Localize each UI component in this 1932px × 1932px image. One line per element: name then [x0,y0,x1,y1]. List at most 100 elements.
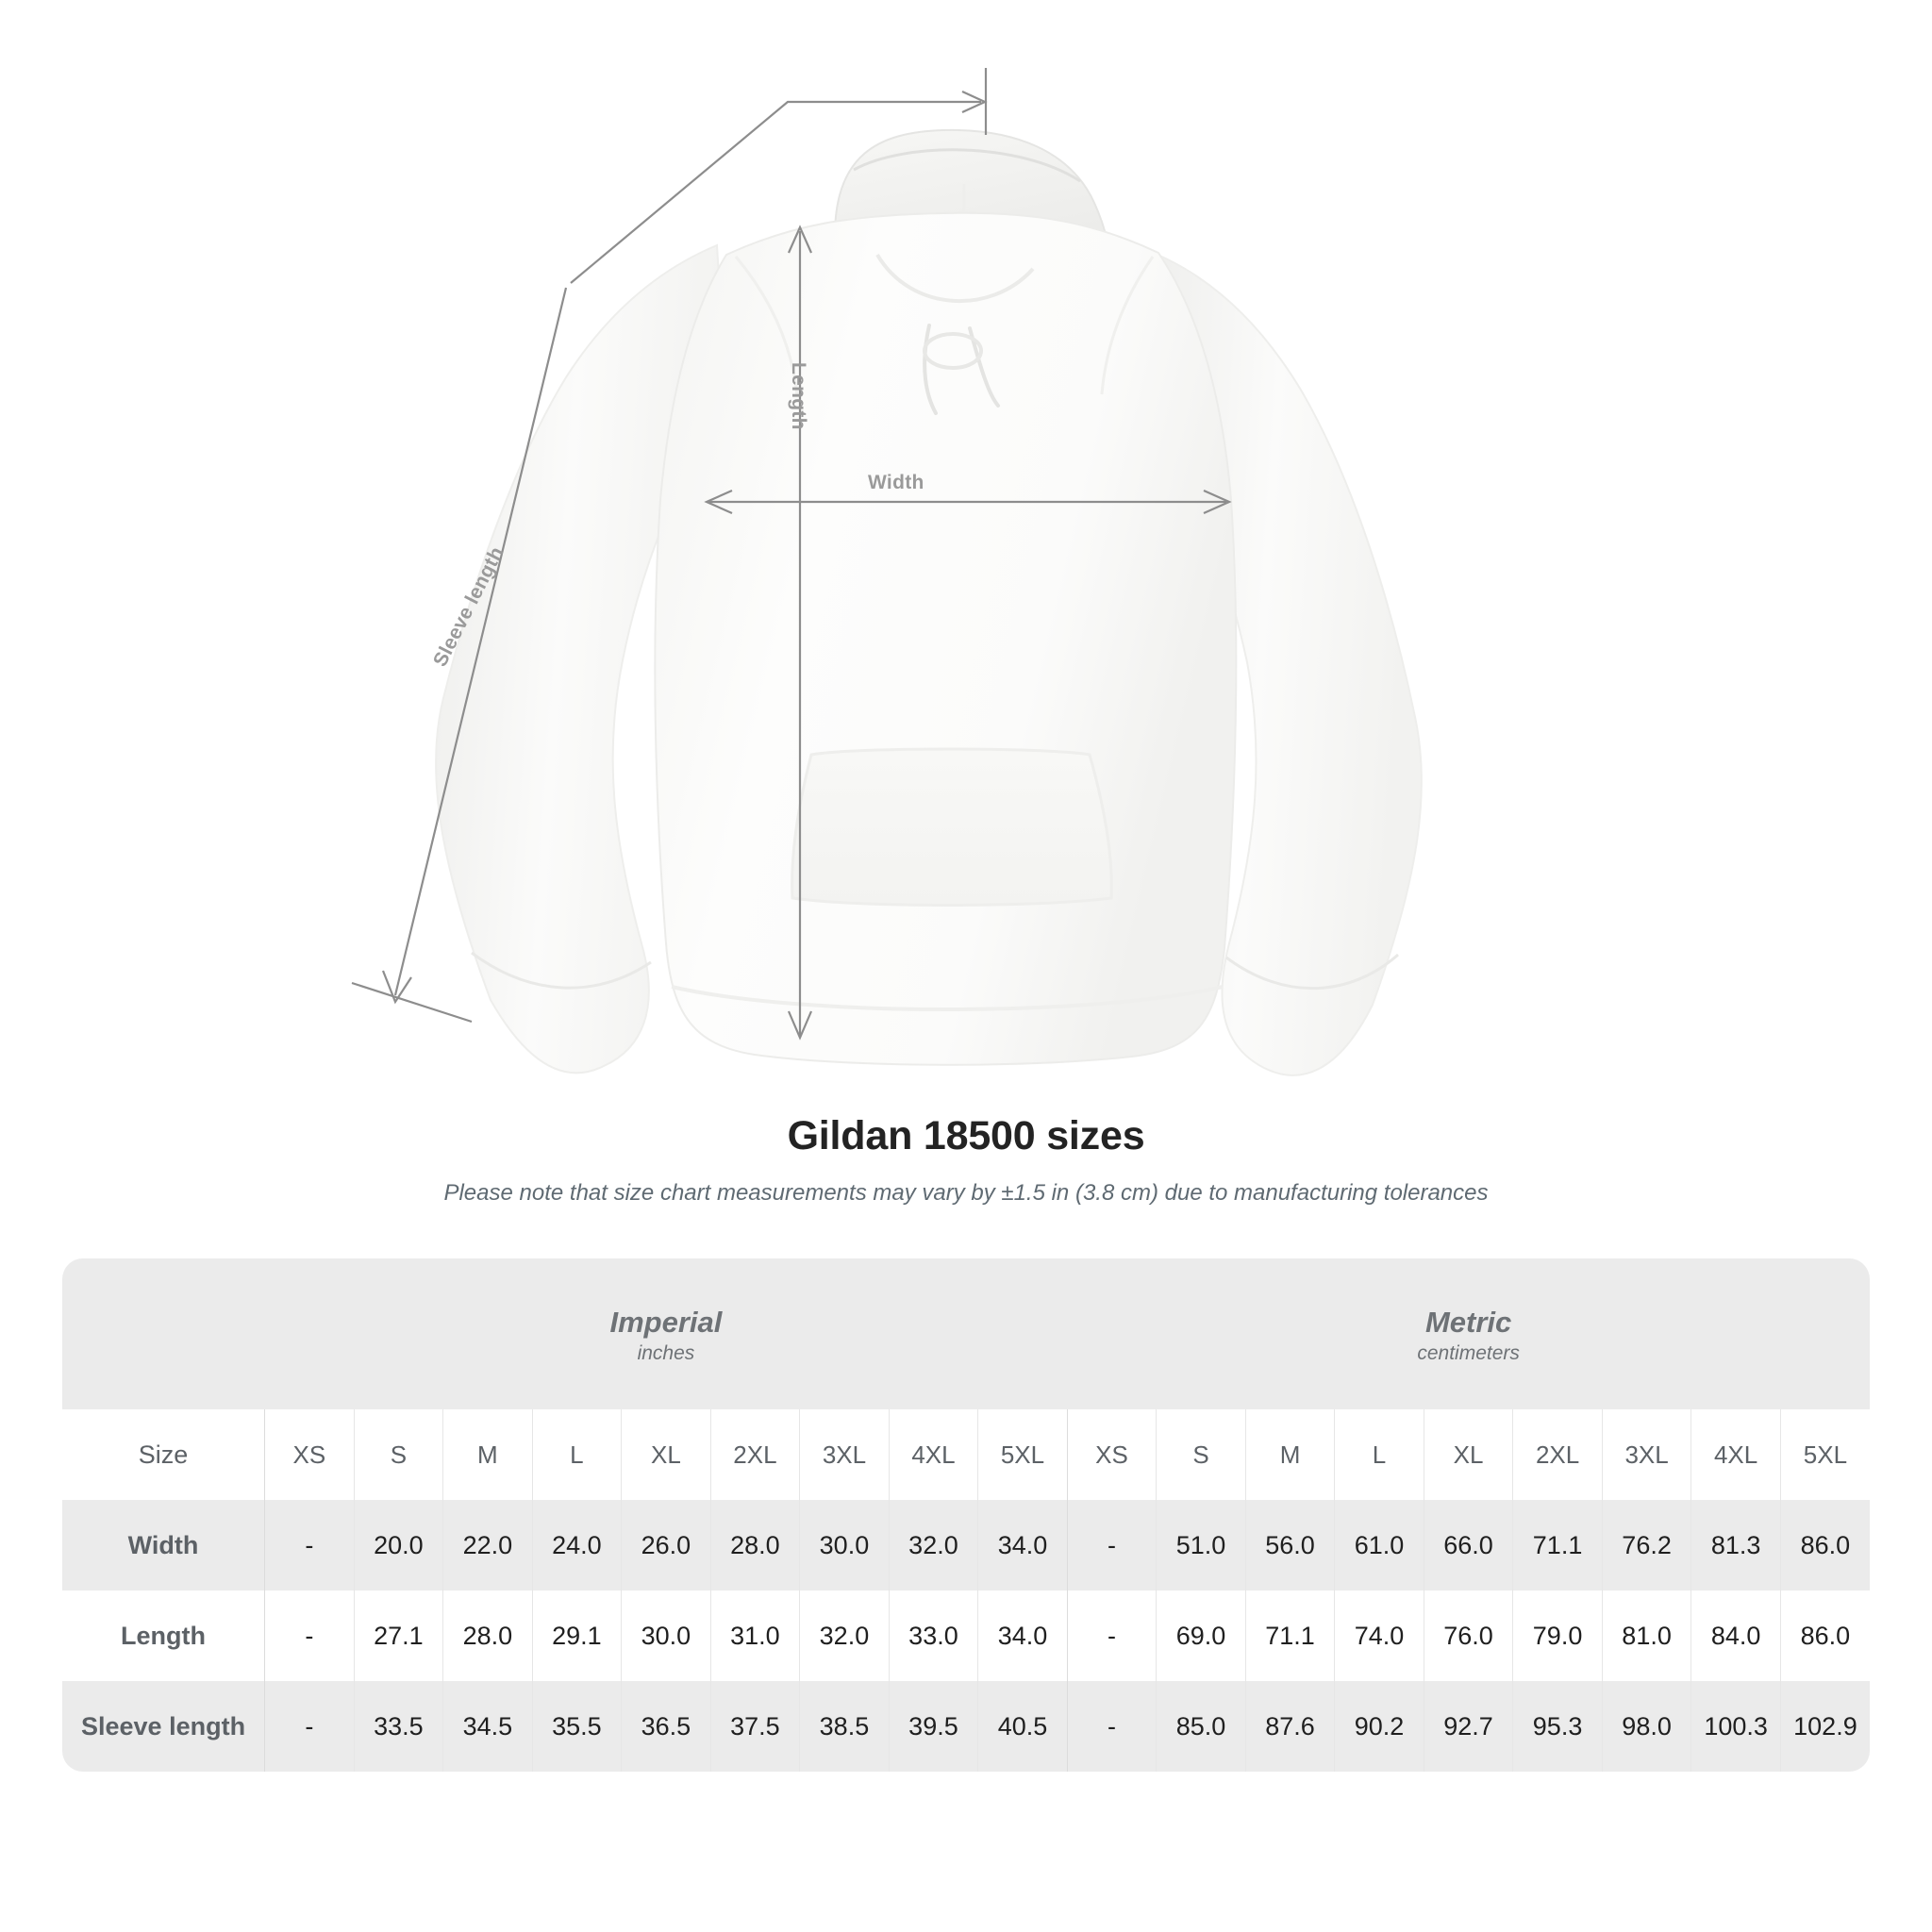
drawstring-left [923,324,938,415]
cell: 30.0 [799,1500,890,1591]
unit-row-spacer [62,1258,265,1409]
title-block: Gildan 18500 sizes Please note that size… [0,1113,1932,1207]
cell: 24.0 [531,1500,622,1591]
cell: 87.6 [1244,1681,1335,1772]
cell: 39.5 [888,1681,978,1772]
right-shoulder-seam [1100,256,1155,395]
metric-unit-header: Metric centimeters [1067,1258,1870,1409]
cell: 71.1 [1244,1591,1335,1681]
cell: 29.1 [531,1591,622,1681]
size-table-area: Imperial inches Metric centimeters Size … [0,1207,1932,1772]
drawstring-knot [923,332,983,370]
width-dimension-label: Width [868,472,924,493]
cell: 32.0 [799,1591,890,1681]
size-col-imperial-5xl: 5XL [977,1409,1068,1500]
table-row: Sleeve length - 33.5 34.5 35.5 36.5 37.5… [62,1681,1870,1772]
size-col-metric-4xl: 4XL [1690,1409,1781,1500]
cell: 81.3 [1690,1500,1781,1591]
waistband-seam [671,985,1224,1011]
cell: 84.0 [1690,1591,1781,1681]
imperial-unit-header: Imperial inches [264,1258,1068,1409]
tolerance-note: Please note that size chart measurements… [443,1180,1489,1206]
table-row: Length - 27.1 28.0 29.1 30.0 31.0 32.0 3… [62,1591,1870,1681]
size-col-metric-m: M [1244,1409,1335,1500]
unit-header-row: Imperial inches Metric centimeters [62,1258,1870,1409]
row-label-width: Width [62,1500,265,1591]
left-cuff-seam [471,951,652,990]
cell: 28.0 [442,1591,533,1681]
cell: 92.7 [1423,1681,1513,1772]
hoodie-body [654,211,1238,1066]
imperial-label: Imperial [609,1306,723,1340]
sleeve-leader-line [570,100,981,284]
sleeve-length-arrowhead [381,970,412,1005]
hood-edge [853,148,1081,183]
cell: 95.3 [1512,1681,1603,1772]
cell: 32.0 [888,1500,978,1591]
row-label-sleeve-length: Sleeve length [62,1681,265,1772]
size-col-imperial-xs: XS [264,1409,355,1500]
size-header-label: Size [62,1409,265,1500]
cell: 56.0 [1244,1500,1335,1591]
size-col-imperial-xl: XL [621,1409,711,1500]
cell: 20.0 [353,1500,443,1591]
cell: 37.5 [709,1681,800,1772]
size-col-metric-l: L [1334,1409,1424,1500]
size-col-metric-s: S [1156,1409,1246,1500]
cell: - [264,1591,355,1681]
size-col-metric-5xl: 5XL [1779,1409,1870,1500]
cell: 35.5 [531,1681,622,1772]
size-col-metric-xs: XS [1066,1409,1157,1500]
cell: 79.0 [1512,1591,1603,1681]
imperial-sublabel: inches [637,1341,695,1364]
length-arrow-top [787,225,813,254]
size-diagram: Length Width Sleeve length [351,68,1423,1076]
size-col-metric-2xl: 2XL [1512,1409,1603,1500]
cell: 33.0 [888,1591,978,1681]
dimension-lines [351,68,1232,1041]
cell: 81.0 [1601,1591,1691,1681]
cell: 86.0 [1779,1591,1870,1681]
cell: 76.0 [1423,1591,1513,1681]
size-col-imperial-l: L [531,1409,622,1500]
cell: 74.0 [1334,1591,1424,1681]
cell: 22.0 [442,1500,533,1591]
cell: 71.1 [1512,1500,1603,1591]
hoodie-illustration [351,68,1423,1076]
cell: 31.0 [709,1591,800,1681]
cell: 61.0 [1334,1500,1424,1591]
cell: - [1066,1681,1157,1772]
cell: 76.2 [1601,1500,1691,1591]
cell: 28.0 [709,1500,800,1591]
neck-opening [875,253,1035,304]
cell: 27.1 [353,1591,443,1681]
size-col-imperial-m: M [442,1409,533,1500]
cell: - [264,1681,355,1772]
cell: 66.0 [1423,1500,1513,1591]
length-dimension-label: Length [788,362,809,430]
left-sleeve [435,243,728,1074]
size-col-metric-xl: XL [1423,1409,1513,1500]
cell: 51.0 [1156,1500,1246,1591]
sleeve-length-line [393,287,568,996]
cell: 30.0 [621,1591,711,1681]
cell: 26.0 [621,1500,711,1591]
cell: 40.5 [977,1681,1068,1772]
kangaroo-pocket [791,747,1113,907]
cell: - [264,1500,355,1591]
cell: 36.5 [621,1681,711,1772]
sleeve-length-endtick [351,981,473,1024]
metric-sublabel: centimeters [1417,1341,1520,1364]
cell: 34.0 [977,1591,1068,1681]
size-col-imperial-3xl: 3XL [799,1409,890,1500]
size-col-imperial-s: S [353,1409,443,1500]
cell: 34.5 [442,1681,533,1772]
size-col-imperial-2xl: 2XL [709,1409,800,1500]
metric-label: Metric [1424,1306,1512,1340]
size-chart-table: Imperial inches Metric centimeters Size … [62,1258,1870,1772]
cell: 85.0 [1156,1681,1246,1772]
cell: 90.2 [1334,1681,1424,1772]
cell: 100.3 [1690,1681,1781,1772]
cell: 69.0 [1156,1591,1246,1681]
width-arrow-left [704,489,733,515]
